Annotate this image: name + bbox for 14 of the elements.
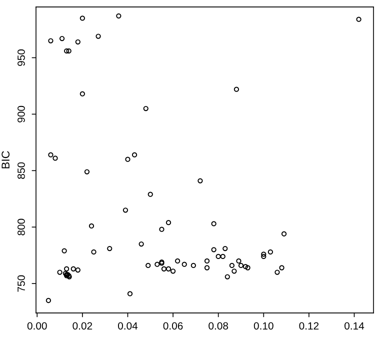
x-tick-label: 0.06 bbox=[163, 322, 183, 330]
y-tick-label: 900 bbox=[18, 106, 25, 122]
y-tick-label: 850 bbox=[18, 162, 25, 179]
y-tick-label: 950 bbox=[18, 49, 25, 66]
x-tick-label: 0.00 bbox=[27, 322, 47, 330]
x-tick-label: 0.04 bbox=[118, 322, 138, 330]
y-axis-title: BIC bbox=[2, 151, 10, 168]
x-tick-label: 0.14 bbox=[344, 322, 364, 330]
x-tick-label: 0.02 bbox=[72, 322, 92, 330]
y-tick-label: 750 bbox=[18, 275, 25, 292]
x-tick-label: 0.12 bbox=[299, 322, 319, 330]
y-tick-label: 800 bbox=[18, 218, 25, 236]
x-tick-label: 0.10 bbox=[254, 322, 274, 330]
x-tick-label: 0.08 bbox=[208, 322, 228, 330]
